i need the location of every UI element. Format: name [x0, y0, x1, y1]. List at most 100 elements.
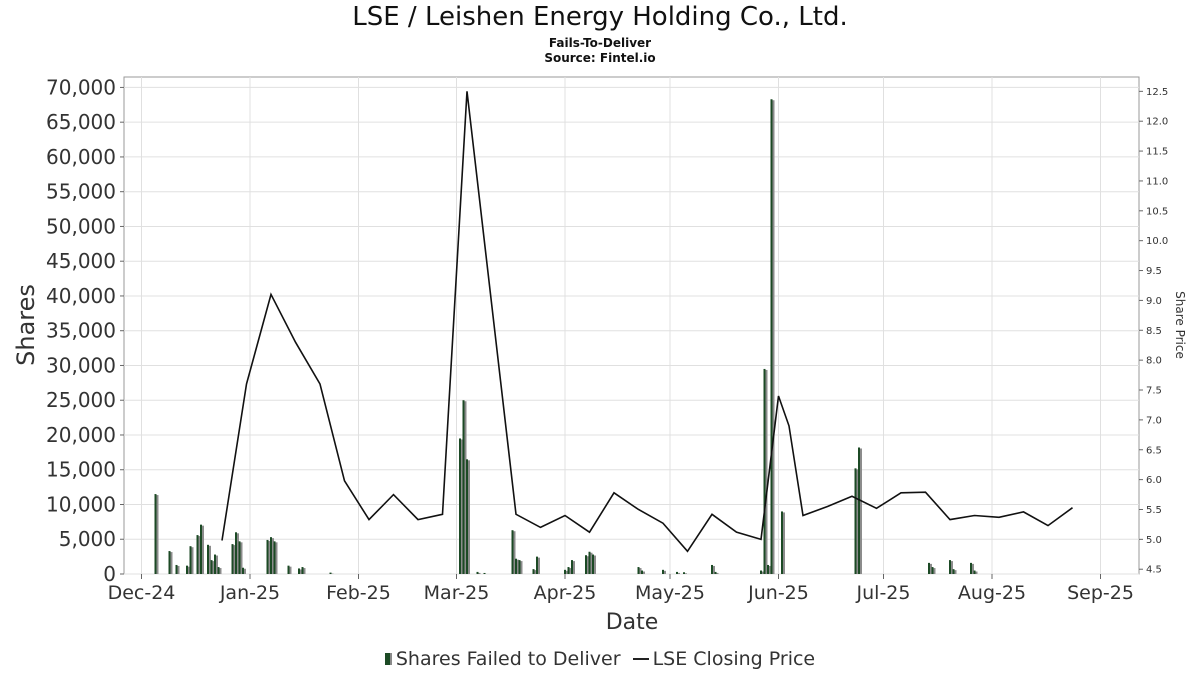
bar-shadow — [272, 538, 274, 574]
bar — [515, 558, 517, 574]
bar — [781, 511, 783, 574]
bar — [518, 560, 521, 574]
bar-shadow — [240, 542, 243, 574]
bar — [298, 568, 300, 574]
bar — [217, 567, 220, 574]
bar-shadow — [769, 565, 771, 574]
bar-shadow — [678, 572, 680, 574]
bar-shadow — [685, 573, 687, 574]
bar — [767, 564, 769, 574]
bar-shadow — [303, 568, 306, 574]
price-line — [221, 91, 1073, 553]
x-tick-label: Aug-25 — [958, 582, 1026, 604]
bar — [711, 564, 713, 574]
bar-shadow — [972, 563, 974, 574]
bar-shadow — [772, 100, 775, 575]
y2-tick-label: 6.5 — [1146, 445, 1162, 456]
bar — [536, 556, 538, 574]
bar — [270, 537, 272, 574]
bar-shadow — [170, 552, 173, 574]
bar-shadow — [538, 557, 540, 574]
x-axis: Dec-24 Jan-25 Feb-25 Mar-25 Apr-25 May-25 Jun-… — [108, 574, 1134, 604]
y-tick-label: 10,000 — [46, 492, 116, 516]
bar — [200, 524, 202, 574]
y-tick-label: 65,000 — [46, 110, 116, 134]
bar-shadow — [478, 572, 481, 574]
bar-shadow — [930, 563, 932, 574]
bar — [854, 468, 857, 574]
bar — [238, 541, 241, 574]
bar — [949, 560, 951, 574]
y2-tick-label: 5.5 — [1146, 505, 1162, 516]
y2-tick-label: 9.5 — [1146, 266, 1162, 277]
bar — [641, 570, 643, 574]
bar-shadow — [289, 566, 292, 574]
bar-shadow — [954, 570, 957, 574]
bar-shadow — [177, 565, 180, 574]
y2-tick-label: 11.5 — [1146, 147, 1168, 158]
bar-shadow — [464, 401, 467, 574]
bar-shadow — [856, 469, 859, 574]
bar — [266, 539, 269, 574]
bar — [189, 546, 192, 574]
y2-tick-label: 12.0 — [1146, 117, 1168, 128]
x-tick-label: Mar-25 — [424, 582, 490, 604]
bar-shadow — [643, 571, 645, 574]
bar-shadow — [517, 559, 519, 574]
bar-shadow — [275, 542, 278, 574]
bar — [585, 555, 587, 574]
bar-shadow — [188, 566, 190, 574]
bar-shadow — [198, 536, 201, 574]
plot-frame — [123, 76, 1140, 575]
bar-shadow — [202, 525, 204, 574]
bar — [511, 530, 514, 574]
x-axis-label: Date — [606, 610, 659, 635]
bar — [466, 459, 468, 574]
y2-tick-label: 6.0 — [1146, 475, 1162, 486]
x-tick-label: Jul-25 — [856, 582, 911, 604]
y-tick-label: 45,000 — [46, 249, 116, 273]
y-tick-label: 25,000 — [46, 388, 116, 412]
bar — [683, 572, 685, 574]
bar — [931, 567, 934, 574]
bar-shadow — [219, 568, 222, 574]
bar — [760, 570, 762, 574]
bar-shadow — [216, 555, 218, 574]
bar-shadow — [191, 547, 194, 574]
bar — [459, 438, 461, 574]
bar — [662, 569, 664, 574]
x-tick-label: May-25 — [635, 582, 705, 604]
bar — [571, 560, 573, 574]
bar — [588, 551, 591, 574]
bar — [196, 535, 199, 574]
bar-shadow — [461, 439, 463, 574]
bar-shadow — [569, 568, 572, 574]
y-axis-right: 4.5 5.0 5.5 6.0 6.5 7.0 7.5 8.0 8.5 9.0 9.5 10.0 10.… — [1139, 87, 1168, 576]
bar-shadow — [639, 568, 642, 574]
legend-item-ftd: Shares Failed to Deliver — [384, 648, 621, 670]
y2-tick-label: 8.0 — [1146, 356, 1162, 367]
bar-shadow — [573, 561, 575, 574]
bar-shadow — [716, 572, 719, 574]
bar — [273, 541, 276, 574]
bar-shadow — [762, 571, 764, 574]
bar — [168, 551, 171, 574]
y-axis-label: Shares — [12, 284, 40, 366]
bar-shadow — [594, 555, 596, 574]
bar-shadow — [590, 552, 593, 574]
bar — [231, 544, 234, 574]
chart-subtitle: Fails-To-Deliver — [548, 36, 652, 50]
bar-shadow — [765, 369, 768, 574]
bar-shadow — [513, 531, 516, 574]
bar-shadow — [468, 460, 470, 574]
x-tick-label: Jan-25 — [219, 582, 280, 604]
y2-tick-label: 12.5 — [1146, 87, 1168, 98]
bar-shadow — [951, 561, 953, 574]
bar-shadow — [783, 512, 785, 574]
x-tick-label: Apr-25 — [534, 582, 597, 604]
y-tick-label: 60,000 — [46, 145, 116, 169]
bar — [770, 99, 773, 575]
bar — [154, 494, 157, 574]
bar-shadow — [237, 533, 239, 574]
